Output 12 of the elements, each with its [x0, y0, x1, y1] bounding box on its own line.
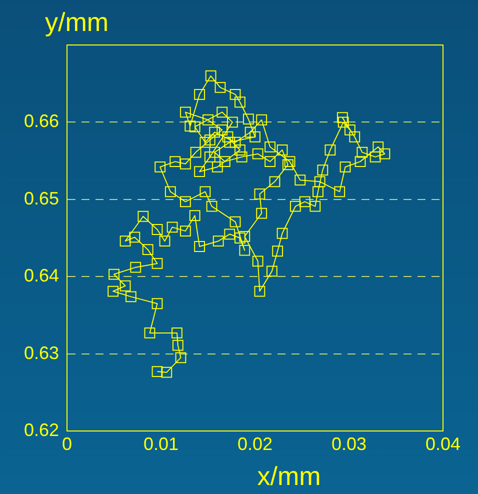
- x-tick-label: 0.01: [143, 434, 179, 454]
- y-axis-title: y/mm: [45, 7, 109, 38]
- x-tick-label: 0: [62, 434, 72, 454]
- y-tick-label: 0.64: [24, 266, 59, 286]
- y-tick-label: 0.66: [24, 111, 59, 132]
- y-tick-label: 0.63: [24, 342, 59, 363]
- y-tick-label: 0.65: [24, 188, 59, 208]
- x-tick-label: 0.04: [425, 434, 461, 454]
- x-tick-label: 0.02: [237, 434, 273, 454]
- x-tick-label: 0.03: [331, 434, 367, 454]
- x-axis-title: x/mm: [257, 461, 321, 492]
- y-tick-label: 0.62: [24, 420, 59, 440]
